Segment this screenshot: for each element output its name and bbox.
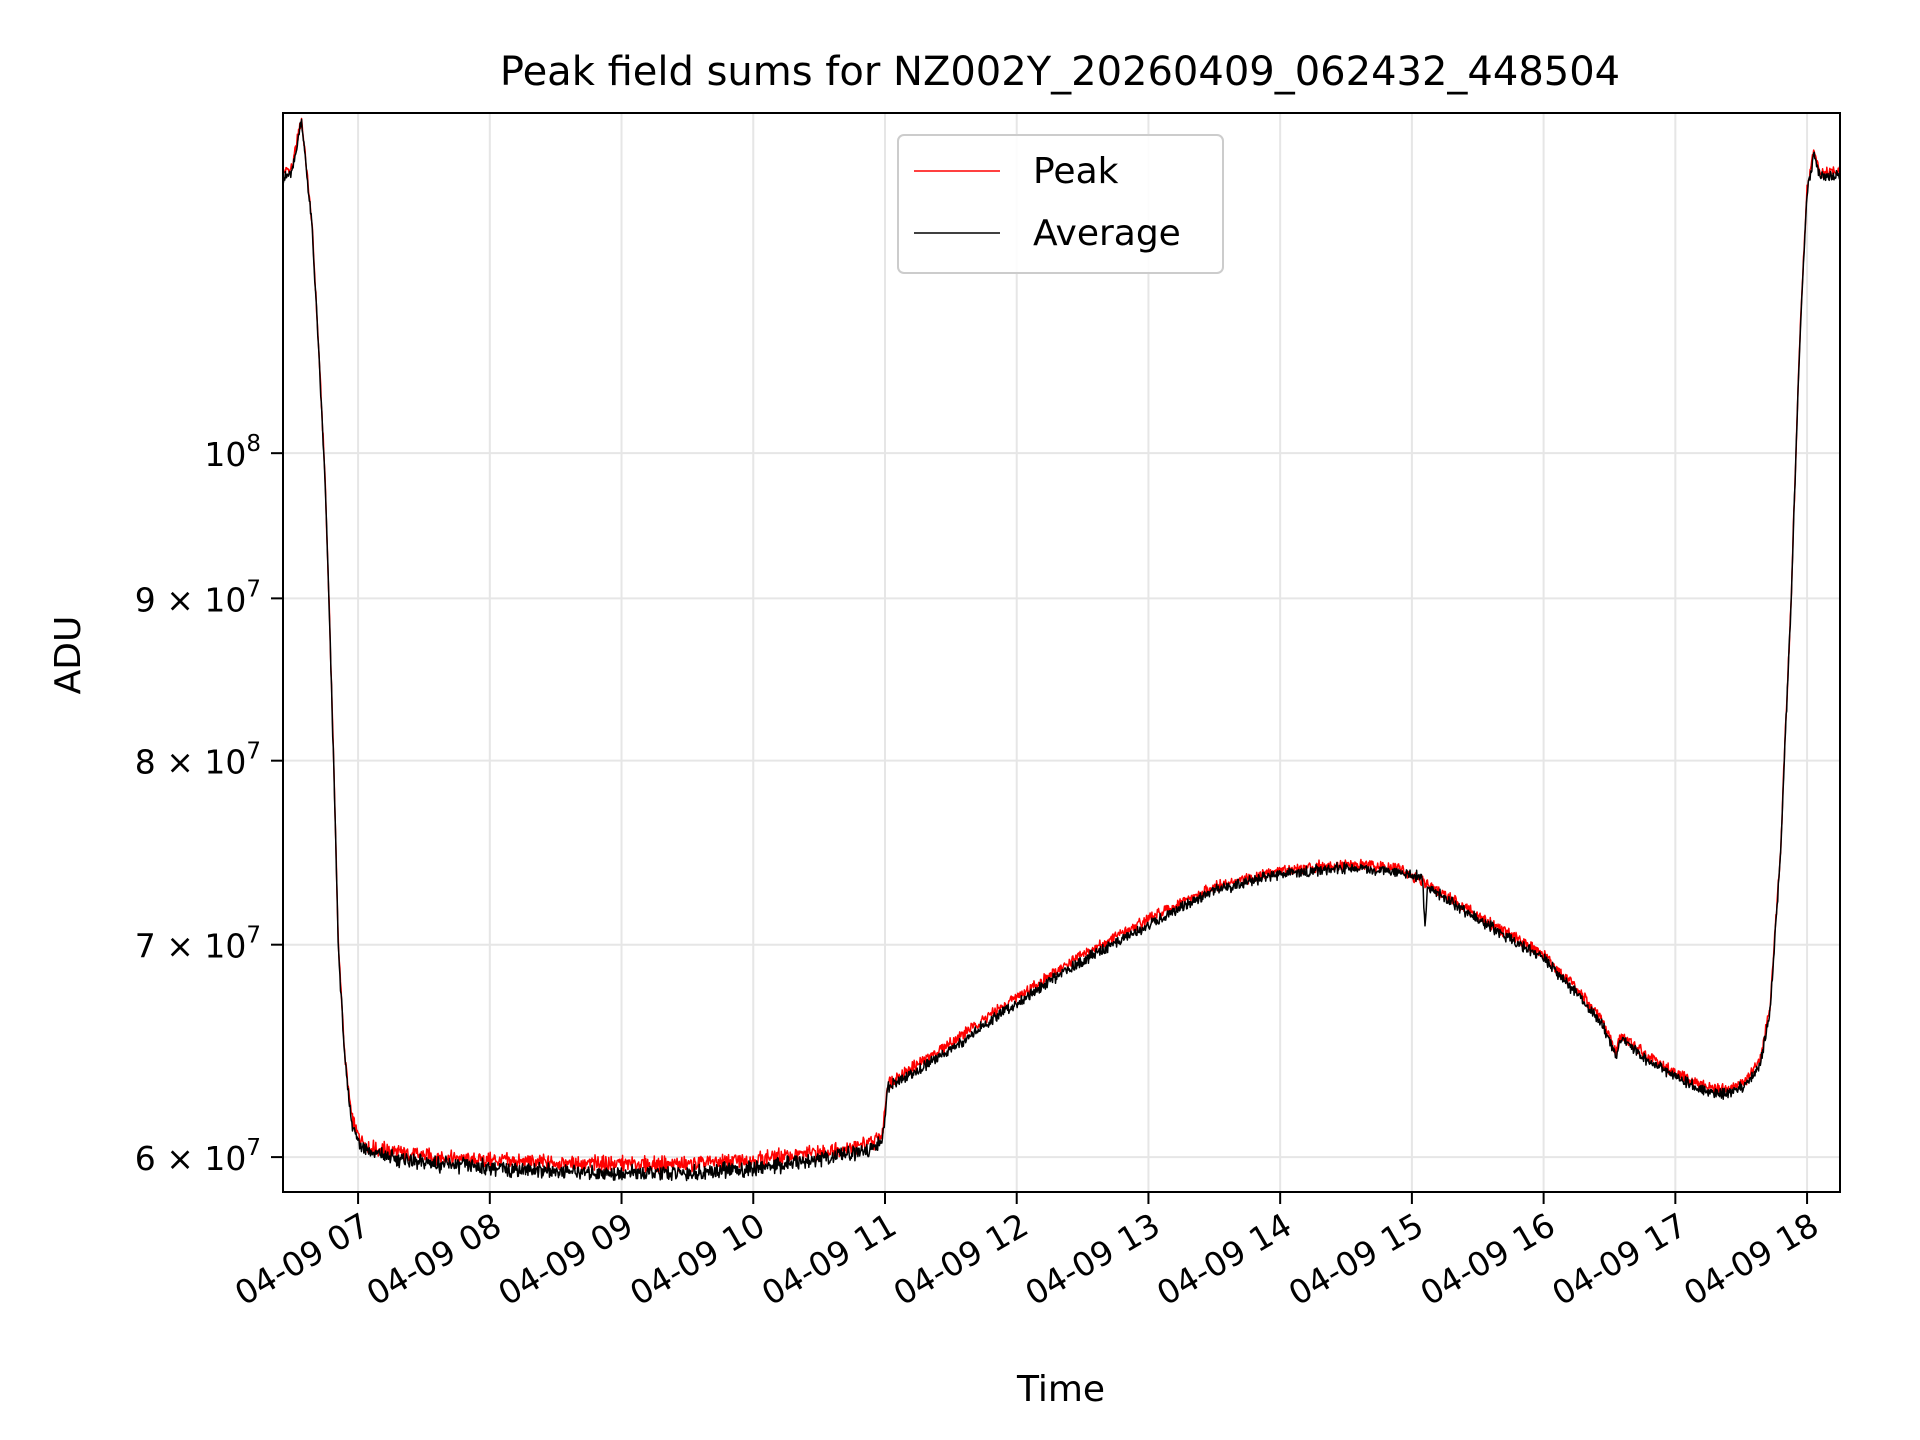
legend-label-average: Average xyxy=(1033,213,1181,254)
x-axis-label: Time xyxy=(1016,1369,1105,1410)
grid xyxy=(283,113,1840,1192)
series-layer xyxy=(283,117,1840,1182)
y-tick-label-exponent: 7 xyxy=(246,923,261,949)
y-tick-label-base: 10 xyxy=(204,435,246,474)
y-tick-label-exponent: 8 xyxy=(246,431,261,457)
y-tick-label-base: 6 × 10 xyxy=(135,1139,247,1178)
series-line-average xyxy=(283,118,1840,1182)
y-tick-label: 6 × 107 xyxy=(135,1135,261,1178)
y-tick-label-base: 7 × 10 xyxy=(135,927,247,966)
y-tick-label-base: 9 × 10 xyxy=(135,580,247,619)
legend-label-peak: Peak xyxy=(1033,151,1119,192)
y-tick-label: 9 × 107 xyxy=(135,576,261,619)
y-tick-label: 7 × 107 xyxy=(135,923,261,966)
y-tick-label-exponent: 7 xyxy=(246,576,261,602)
y-tick-label-exponent: 7 xyxy=(246,1135,261,1161)
y-tick-label: 8 × 107 xyxy=(135,739,261,782)
chart-title: Peak field sums for NZ002Y_20260409_0624… xyxy=(500,49,1620,95)
legend-box xyxy=(897,134,1224,274)
y-axis-label: ADU xyxy=(48,616,89,695)
y-tick-label-base: 8 × 10 xyxy=(135,743,247,782)
legend: Peak Average xyxy=(897,134,1224,274)
y-tick-label-exponent: 7 xyxy=(246,739,261,765)
y-tick-label: 108 xyxy=(204,431,261,474)
plot-frame xyxy=(282,112,1841,1193)
